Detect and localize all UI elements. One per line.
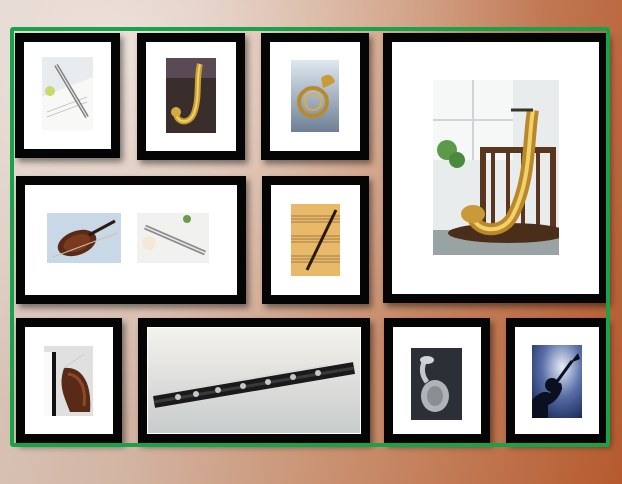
frame-sheet-music-pen[interactable]	[262, 176, 369, 304]
frame-violin-and-flute[interactable]	[16, 176, 246, 304]
photo-flute-icon	[42, 57, 93, 130]
frame-clarinet[interactable]	[138, 318, 370, 443]
photo-french-horn-icon	[291, 60, 339, 132]
photo-sheet-music-icon	[291, 204, 340, 276]
frame-saxophone-chair[interactable]	[383, 33, 608, 303]
photo-clarinet-icon	[148, 328, 360, 433]
photo-piano-icon	[44, 346, 93, 416]
frame-flute-sheet[interactable]	[15, 33, 120, 158]
frame-piano-violin[interactable]	[16, 318, 122, 443]
frame-trumpet-player[interactable]	[506, 318, 608, 443]
photo-violin-icon	[47, 213, 121, 263]
frame-tuba[interactable]	[384, 318, 490, 443]
photo-trumpet-icon	[532, 345, 582, 418]
photo-saxophone-icon	[433, 80, 559, 255]
photo-saxophone-icon	[166, 58, 216, 133]
photo-tuba-icon	[411, 348, 462, 420]
selection-outline[interactable]	[10, 27, 610, 447]
photo-flute-icon	[137, 213, 209, 263]
frame-saxophone-small[interactable]	[137, 33, 245, 160]
frame-french-horn[interactable]	[261, 33, 369, 160]
